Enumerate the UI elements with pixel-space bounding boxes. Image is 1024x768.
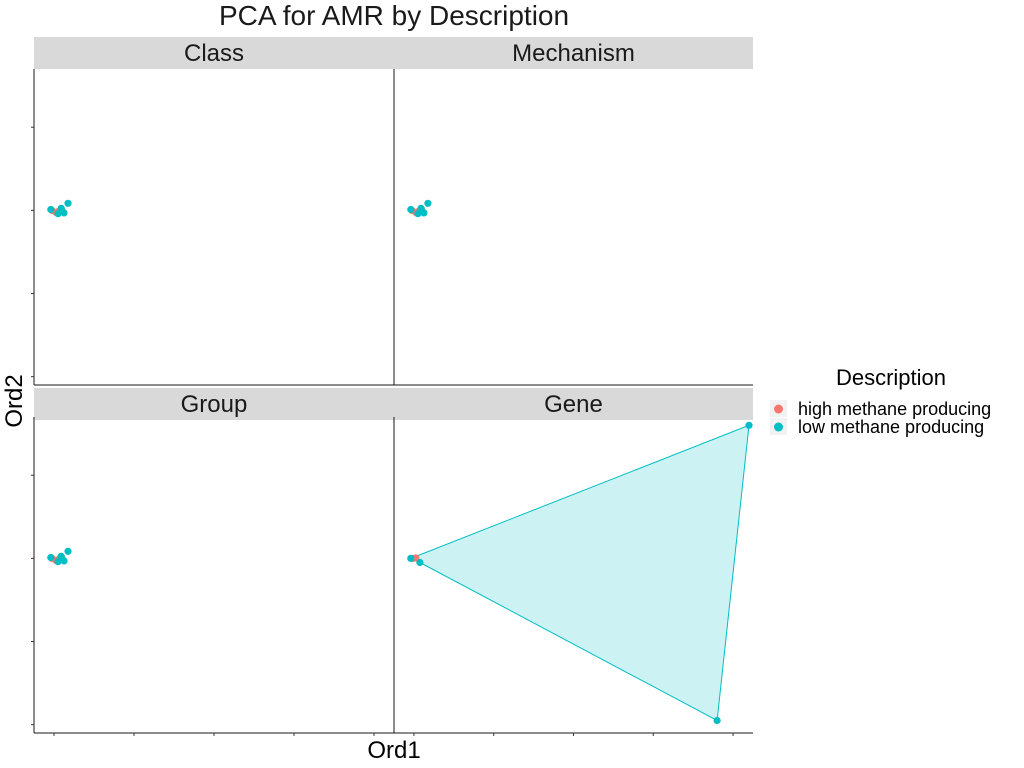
point-mechanism-low-3 <box>417 204 425 212</box>
facet-strip-label-mechanism: Mechanism <box>512 40 635 67</box>
facet-panel-gene: Gene <box>393 388 753 736</box>
facet-panel-mechanism: Mechanism <box>393 37 753 386</box>
point-mechanism-low-1 <box>414 210 422 218</box>
point-group-low-4 <box>64 547 72 555</box>
facet-strip-class <box>34 37 394 69</box>
point-gene-low-1 <box>416 558 424 567</box>
legend-title: Description <box>836 365 946 390</box>
facet-strip-label-gene: Gene <box>544 391 603 418</box>
point-gene-low-2 <box>745 421 753 429</box>
legend-label-low-methane: low methane producing <box>798 417 984 437</box>
x-axis-title: Ord1 <box>367 737 420 764</box>
point-mechanism-low-4 <box>424 199 432 207</box>
legend: Description high methane producing low m… <box>770 365 991 437</box>
y-axis-title: Ord2 <box>1 374 28 427</box>
point-group-low-0 <box>47 553 55 562</box>
facet-panel-class: Class <box>31 37 394 386</box>
legend-key-high-methane <box>774 404 783 414</box>
point-class-low-1 <box>54 210 62 218</box>
point-class-low-0 <box>47 205 55 214</box>
facet-panels: Class Mechanism Group Gene <box>31 37 753 736</box>
legend-label-high-methane: high methane producing <box>798 399 991 419</box>
point-group-low-1 <box>54 558 62 566</box>
point-gene-low-3 <box>713 716 721 725</box>
point-group-low-3 <box>57 552 65 560</box>
point-gene-low-0 <box>407 554 415 563</box>
facet-strip-label-group: Group <box>181 391 248 418</box>
facet-strip-mechanism <box>394 37 753 69</box>
facet-strip-group <box>34 388 394 420</box>
facet-panel-group: Group <box>31 388 394 736</box>
hull-gene-low-methane <box>409 424 750 722</box>
facet-strip-label-class: Class <box>184 40 244 67</box>
facet-strip-gene <box>394 388 753 420</box>
legend-key-low-methane <box>774 422 783 432</box>
point-mechanism-low-0 <box>407 205 415 214</box>
chart-title: PCA for AMR by Description <box>219 0 569 31</box>
point-class-low-4 <box>64 199 72 207</box>
point-class-low-3 <box>57 204 65 212</box>
